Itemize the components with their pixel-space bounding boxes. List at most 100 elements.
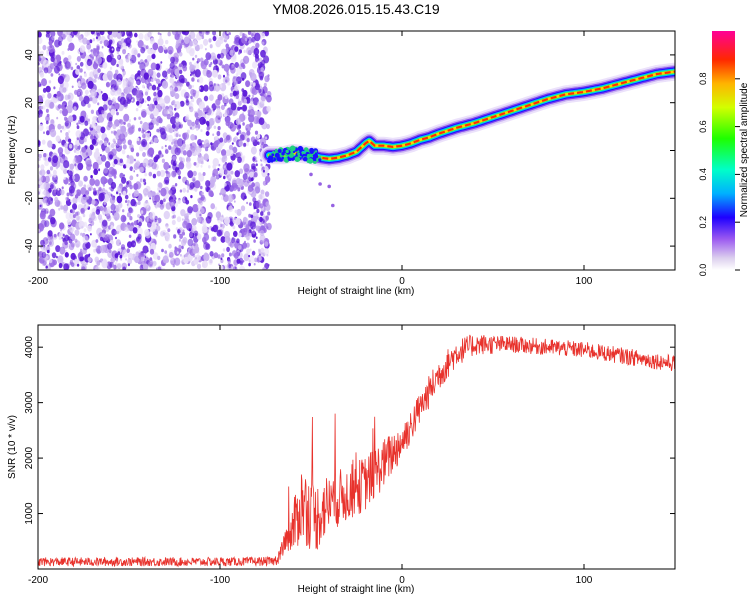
noise-blob: [154, 194, 161, 203]
noise-blob: [65, 212, 71, 220]
noise-blob: [42, 191, 45, 195]
noise-blob: [87, 49, 91, 54]
noise-blob: [130, 240, 136, 248]
noise-blob: [58, 207, 61, 211]
noise-blob: [255, 163, 258, 167]
noise-blob: [174, 86, 179, 92]
noise-blob: [254, 83, 260, 91]
noise-blob: [63, 177, 66, 180]
noise-blob: [67, 34, 73, 43]
noise-blob: [111, 148, 117, 156]
noise-blob: [57, 187, 60, 191]
noise-blob: [115, 69, 119, 75]
noise-blob: [48, 258, 53, 264]
noise-blob: [213, 125, 217, 129]
noise-blob: [92, 189, 97, 196]
noise-blob: [61, 124, 67, 131]
noise-blob: [109, 34, 114, 40]
noise-blob: [259, 137, 267, 146]
noise-blob: [200, 185, 203, 190]
noise-blob: [154, 100, 158, 106]
noise-blob: [58, 35, 63, 43]
noise-blob: [237, 129, 242, 135]
noise-blob: [248, 94, 251, 98]
noise-blob: [78, 35, 82, 41]
noise-blob: [126, 248, 130, 254]
figure-title: YM08.2026.015.15.43.C19: [272, 1, 440, 17]
noise-blob: [188, 228, 192, 232]
noise-blob: [142, 263, 149, 270]
noise-blob: [254, 32, 261, 42]
noise-blob: [164, 47, 167, 51]
noise-blob: [47, 196, 54, 205]
noise-blob: [82, 37, 88, 45]
noise-blob: [41, 251, 47, 259]
noise-blob: [264, 136, 268, 140]
noise-blob: [192, 225, 197, 232]
noise-blob: [144, 100, 147, 103]
noise-blob: [227, 258, 231, 263]
noise-blob: [62, 87, 67, 93]
noise-blob: [112, 31, 118, 38]
track-core: [269, 70, 675, 161]
noise-blob: [165, 235, 170, 242]
noise-blob: [156, 115, 162, 124]
noise-blob: [218, 163, 221, 167]
noise-blob: [174, 183, 178, 187]
noise-blob: [57, 31, 63, 37]
noise-blob: [157, 255, 161, 261]
noise-blob: [257, 141, 260, 145]
noise-blob: [76, 65, 81, 70]
noise-blob: [236, 238, 240, 244]
noise-blob: [103, 140, 108, 146]
noise-blob: [201, 225, 208, 233]
noise-blob: [260, 67, 264, 72]
noise-blob: [113, 158, 118, 165]
noise-blob: [191, 77, 195, 82]
noise-blob: [236, 152, 241, 158]
noise-blob: [243, 253, 250, 262]
noise-blob: [90, 89, 97, 98]
noise-blob: [76, 125, 80, 130]
noise-blob: [151, 53, 156, 60]
noise-blob: [139, 166, 144, 173]
noise-blob: [179, 100, 185, 107]
noise-blob: [38, 66, 43, 74]
noise-blob: [178, 244, 182, 249]
colorbar-gradient: [712, 31, 735, 270]
noise-blob: [147, 31, 152, 38]
noise-blob: [187, 162, 191, 167]
noise-blob: [71, 208, 75, 214]
noise-blob: [253, 239, 256, 243]
noise-blob: [182, 143, 186, 148]
noise-blob: [232, 146, 238, 154]
noise-blob: [224, 94, 228, 100]
noise-blob: [92, 48, 100, 57]
noise-blob: [228, 205, 234, 213]
noise-blob: [169, 87, 173, 91]
noise-blob: [101, 232, 106, 238]
noise-blob: [147, 68, 154, 77]
noise-blob: [192, 57, 195, 61]
noise-blob: [146, 55, 152, 62]
noise-blob: [57, 75, 64, 85]
noise-blob: [49, 101, 55, 109]
noise-blob: [209, 44, 213, 49]
noise-blob: [250, 136, 256, 143]
noise-blob: [259, 253, 261, 256]
noise-blob: [251, 221, 256, 228]
noise-blob: [67, 94, 71, 99]
noise-blob: [249, 248, 252, 252]
noise-blob: [82, 242, 89, 251]
noise-blob: [96, 139, 100, 143]
noise-blob: [212, 236, 217, 242]
noise-blob: [215, 98, 221, 106]
noise-blob: [254, 130, 259, 135]
noise-blob: [217, 36, 224, 45]
noise-blob: [79, 68, 83, 73]
noise-blob: [68, 130, 71, 134]
noise-blob: [90, 109, 94, 115]
noise-blob: [45, 120, 49, 125]
noise-blob: [78, 180, 83, 187]
